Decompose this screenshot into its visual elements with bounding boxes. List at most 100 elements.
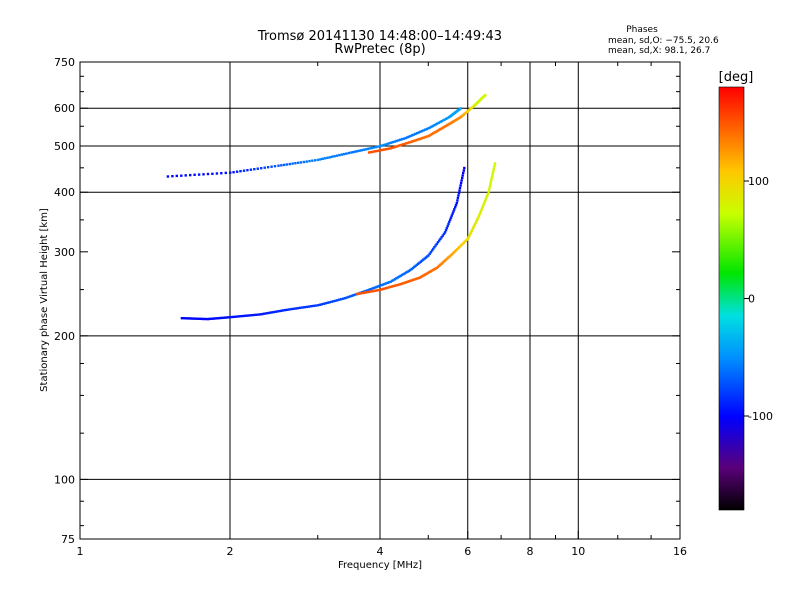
data-point bbox=[364, 289, 367, 293]
data-point bbox=[396, 276, 399, 279]
data-point bbox=[469, 232, 472, 236]
data-point bbox=[332, 300, 335, 303]
data-point bbox=[396, 283, 400, 287]
data-point bbox=[406, 136, 409, 139]
data-point bbox=[361, 291, 364, 295]
data-point bbox=[475, 219, 479, 222]
data-point bbox=[180, 174, 183, 177]
data-point bbox=[388, 147, 391, 150]
data-point bbox=[276, 310, 279, 313]
data-point bbox=[338, 298, 341, 301]
data-point bbox=[427, 271, 430, 274]
data-point bbox=[299, 306, 302, 309]
data-point bbox=[397, 139, 400, 142]
data-point bbox=[312, 304, 315, 308]
y-tick-label: 750 bbox=[54, 56, 75, 69]
data-point bbox=[434, 123, 438, 126]
data-point bbox=[278, 309, 281, 313]
data-point bbox=[288, 162, 291, 166]
data-point bbox=[314, 304, 317, 307]
data-point bbox=[399, 144, 402, 147]
data-point bbox=[399, 274, 402, 278]
data-point bbox=[308, 159, 311, 163]
data-point bbox=[282, 163, 286, 167]
data-point bbox=[197, 173, 201, 176]
data-point bbox=[336, 299, 339, 302]
data-point bbox=[379, 288, 382, 291]
data-point bbox=[383, 282, 386, 286]
data-point bbox=[321, 157, 324, 160]
x-tick-label: 16 bbox=[673, 545, 687, 558]
data-point bbox=[380, 144, 384, 147]
data-point bbox=[412, 133, 415, 136]
data-point bbox=[211, 317, 214, 320]
data-point bbox=[402, 282, 405, 285]
data-point bbox=[489, 180, 493, 184]
data-point bbox=[372, 146, 376, 149]
data-point bbox=[352, 294, 355, 297]
data-point bbox=[409, 140, 412, 144]
data-point bbox=[392, 278, 395, 282]
data-point bbox=[345, 296, 348, 299]
data-point bbox=[318, 303, 322, 306]
data-point bbox=[384, 287, 388, 290]
data-point bbox=[461, 176, 464, 180]
data-point bbox=[478, 214, 481, 217]
data-point bbox=[239, 315, 243, 318]
data-point bbox=[297, 161, 300, 164]
data-point bbox=[294, 307, 297, 310]
data-point bbox=[189, 317, 193, 320]
data-point bbox=[417, 138, 420, 141]
data-point bbox=[386, 286, 389, 289]
data-point bbox=[248, 314, 251, 317]
data-point bbox=[328, 156, 332, 159]
data-point bbox=[478, 212, 482, 215]
data-point bbox=[469, 231, 473, 234]
y-axis-label: Stationary phase Virtual Height [km] bbox=[39, 208, 50, 392]
data-point bbox=[428, 126, 432, 129]
data-point bbox=[430, 125, 433, 128]
data-point bbox=[426, 135, 429, 138]
data-point bbox=[372, 289, 375, 293]
data-point bbox=[423, 136, 426, 139]
data-point bbox=[420, 259, 424, 262]
data-point bbox=[398, 144, 401, 147]
data-point bbox=[442, 119, 445, 122]
data-point bbox=[386, 147, 389, 151]
data-point bbox=[369, 290, 372, 293]
data-point bbox=[324, 302, 327, 305]
data-point bbox=[277, 164, 280, 167]
data-point bbox=[334, 299, 337, 302]
data-point bbox=[425, 272, 429, 275]
data-point bbox=[436, 122, 439, 125]
data-point bbox=[444, 229, 448, 232]
data-point bbox=[466, 237, 470, 240]
data-point bbox=[263, 312, 266, 315]
data-point bbox=[414, 139, 417, 142]
data-point bbox=[436, 241, 440, 244]
data-point bbox=[323, 157, 327, 160]
data-point bbox=[432, 247, 435, 251]
stats-line-o: mean, sd,O: −75.5, 20.6 bbox=[608, 36, 719, 46]
data-point bbox=[400, 138, 404, 141]
data-point bbox=[424, 128, 427, 131]
data-point bbox=[266, 166, 270, 169]
colorbar bbox=[718, 86, 745, 511]
data-point bbox=[463, 166, 466, 170]
data-point bbox=[430, 249, 434, 252]
data-point bbox=[299, 161, 303, 164]
data-point bbox=[354, 293, 357, 296]
data-point bbox=[384, 148, 388, 151]
data-point bbox=[331, 155, 334, 158]
data-point bbox=[423, 257, 426, 260]
data-point bbox=[330, 300, 333, 303]
data-point bbox=[310, 305, 313, 308]
data-point bbox=[454, 206, 457, 209]
data-point bbox=[461, 174, 464, 177]
data-point bbox=[462, 171, 465, 175]
data-point bbox=[476, 217, 479, 220]
data-point bbox=[455, 201, 458, 205]
data-point bbox=[391, 140, 395, 144]
data-point bbox=[367, 151, 371, 154]
